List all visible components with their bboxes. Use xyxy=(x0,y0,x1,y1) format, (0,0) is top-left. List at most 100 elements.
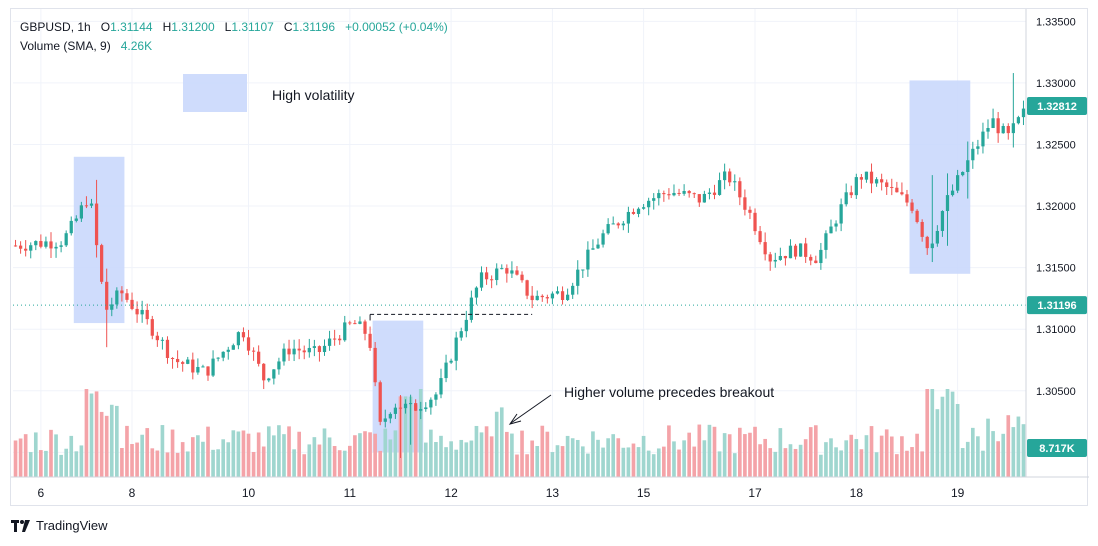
candle-body xyxy=(140,309,144,315)
volume-bar xyxy=(429,429,433,477)
candle xyxy=(292,339,296,362)
candle xyxy=(986,119,990,139)
candle xyxy=(186,356,190,365)
volume-bar xyxy=(606,438,610,477)
candle xyxy=(763,232,767,261)
candle xyxy=(333,329,337,346)
price-tick-label: 1.31500 xyxy=(1036,263,1076,275)
candle xyxy=(414,399,418,412)
volume-bar xyxy=(869,426,874,477)
close-label: C xyxy=(283,20,293,34)
candle xyxy=(834,220,838,232)
candle xyxy=(809,254,813,266)
time-tick-label: 11 xyxy=(344,486,357,500)
candle xyxy=(915,209,919,224)
volume-bar xyxy=(479,432,484,477)
candle xyxy=(1016,115,1021,125)
candle-body xyxy=(378,382,382,422)
chart-canvas[interactable]: 1.33500 1.33000 1.32500 1.32000 1.31500 1.310… xyxy=(11,9,1089,507)
candle xyxy=(262,363,266,390)
candle xyxy=(312,339,316,357)
candle-body xyxy=(439,378,443,395)
candle-body xyxy=(24,248,28,251)
candle-body xyxy=(981,131,985,147)
volume-bar xyxy=(991,431,995,477)
time-tick-label: 12 xyxy=(444,486,458,500)
volume-bar xyxy=(312,437,317,477)
volume-bar xyxy=(651,454,656,477)
candle-body xyxy=(515,270,519,275)
candle xyxy=(388,412,392,424)
volume-bars xyxy=(13,389,1026,477)
candle-body xyxy=(520,274,524,281)
candle-body xyxy=(414,403,418,411)
candle xyxy=(408,394,413,445)
tradingview-logo[interactable]: TradingView xyxy=(11,518,108,533)
candle-body xyxy=(672,192,676,196)
candle-body xyxy=(277,361,281,370)
candle xyxy=(591,239,595,250)
volume-bar xyxy=(935,409,940,477)
volume-bar xyxy=(550,452,555,477)
candle xyxy=(844,183,848,207)
volume-legend: Volume (SMA, 9) 4.26K xyxy=(20,39,152,53)
candle xyxy=(64,230,68,248)
volume-bar xyxy=(64,448,69,477)
price-tick-label: 1.32000 xyxy=(1036,201,1076,213)
volume-bar xyxy=(768,448,773,477)
volume-bar xyxy=(206,426,210,477)
candle xyxy=(930,175,934,263)
candle-body xyxy=(363,321,367,334)
price-lines xyxy=(13,304,1026,321)
volume-bar xyxy=(819,454,823,477)
candle-body xyxy=(181,362,185,364)
candle-body xyxy=(733,181,737,183)
price-tick-label: 1.33000 xyxy=(1036,78,1076,90)
candle-body xyxy=(839,204,843,224)
candle-body xyxy=(1006,126,1010,134)
volume-bar xyxy=(135,442,139,477)
candle-body xyxy=(1016,117,1021,124)
candle-body xyxy=(292,348,296,355)
candle xyxy=(768,251,772,271)
volume-bar xyxy=(829,438,833,477)
volume-bar xyxy=(302,454,307,477)
volume-badge-bg xyxy=(1027,439,1087,457)
candle-body xyxy=(312,346,316,348)
volume-bar xyxy=(950,391,955,477)
volume-bar xyxy=(616,438,621,477)
candle xyxy=(925,235,929,255)
candle xyxy=(697,194,701,207)
volume-bar xyxy=(530,440,534,477)
volume-bar xyxy=(459,439,464,477)
candle-body xyxy=(368,333,372,348)
volume-bar xyxy=(489,436,494,477)
volume-bar xyxy=(499,407,504,477)
candle-body xyxy=(773,259,777,262)
candles xyxy=(13,73,1026,459)
candle xyxy=(723,163,727,190)
candle xyxy=(105,268,109,348)
candle-body xyxy=(692,193,696,195)
chart-frame[interactable]: 1.33500 1.33000 1.32500 1.32000 1.31500 1.310… xyxy=(10,8,1089,507)
candle xyxy=(910,198,914,214)
volume-bar xyxy=(940,396,945,477)
candle xyxy=(170,357,175,369)
volume-bar xyxy=(879,435,884,477)
candle-body xyxy=(257,351,261,364)
candle-body xyxy=(120,290,124,294)
volume-bar xyxy=(236,431,241,477)
candle-body xyxy=(540,295,544,298)
candle-body xyxy=(100,245,104,282)
volume-bar xyxy=(282,434,286,477)
candle xyxy=(500,264,504,270)
volume-bar xyxy=(793,448,798,477)
volume-bar xyxy=(246,433,251,477)
candle xyxy=(479,266,484,291)
volume-bar xyxy=(449,441,453,477)
volume-bar xyxy=(241,430,246,477)
candle-body xyxy=(636,208,641,214)
candle-body xyxy=(34,241,38,246)
candle-body xyxy=(945,195,950,212)
volume-bar xyxy=(216,449,220,477)
